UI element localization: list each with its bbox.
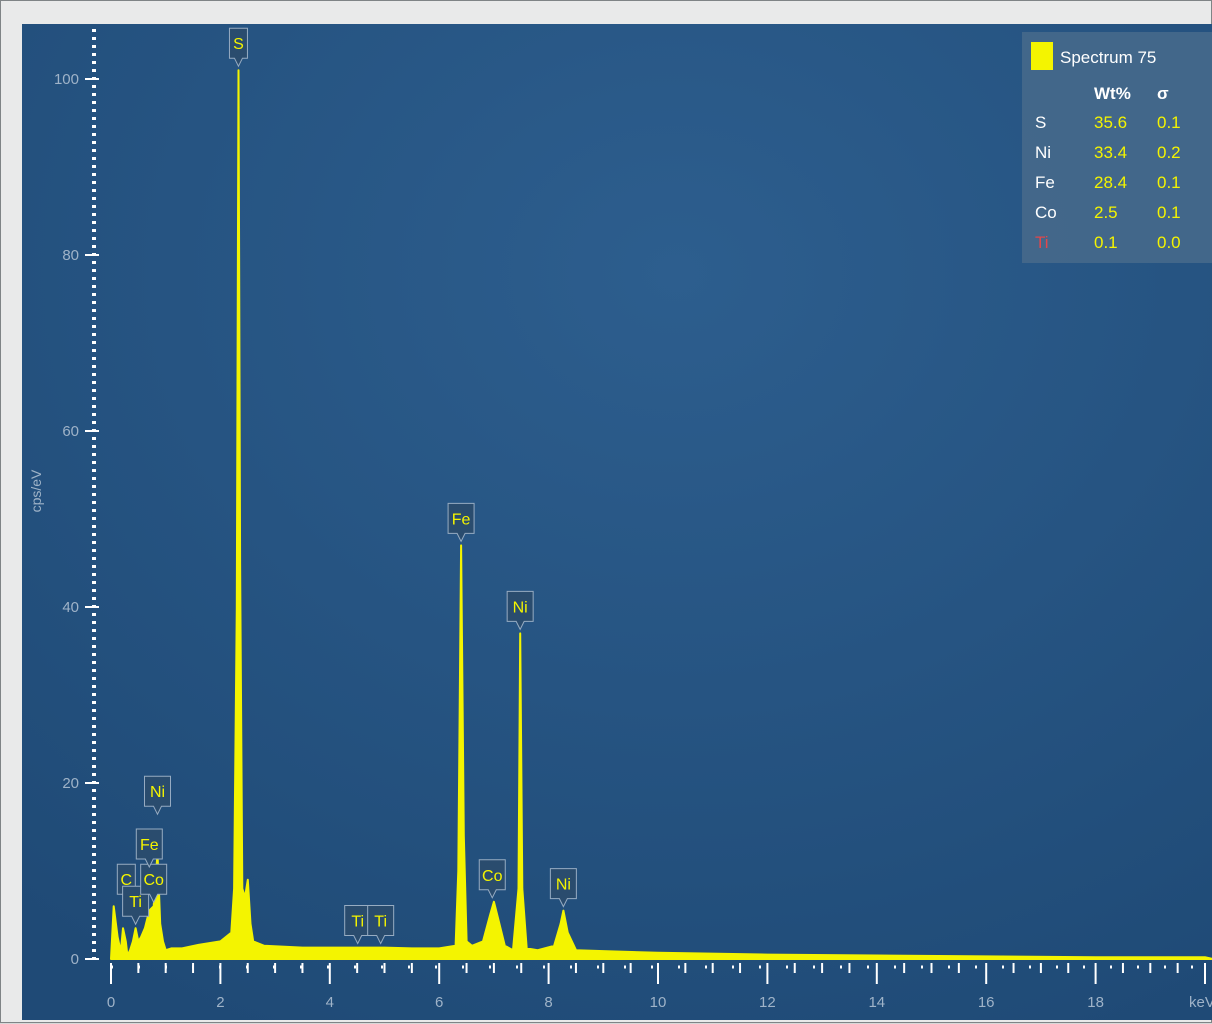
peak-label-text: Fe xyxy=(140,837,159,854)
legend-col-wt: Wt% xyxy=(1094,84,1131,103)
legend-row-sigma: 0.1 xyxy=(1157,173,1181,192)
legend-col-sigma: σ xyxy=(1157,84,1169,103)
x-tick-label: 8 xyxy=(544,994,552,1011)
legend-row-element: Ni xyxy=(1035,143,1051,162)
legend-spectrum-name: Spectrum 75 xyxy=(1060,48,1156,67)
legend-row-wt: 28.4 xyxy=(1094,173,1127,192)
x-axis-label: keV xyxy=(1189,994,1212,1011)
peak-label-text: Fe xyxy=(452,511,471,528)
legend-row-wt: 33.4 xyxy=(1094,143,1127,162)
y-tick-label: 100 xyxy=(54,71,79,88)
peak-label-text: Co xyxy=(143,872,164,889)
x-tick-label: 16 xyxy=(978,994,995,1011)
legend-row-wt: 2.5 xyxy=(1094,203,1118,222)
peak-label-text: Co xyxy=(482,868,503,885)
legend-row-sigma: 0.2 xyxy=(1157,143,1181,162)
legend-row-wt: 0.1 xyxy=(1094,233,1118,252)
legend-swatch xyxy=(1031,42,1053,70)
peak-label-text: Ti xyxy=(129,894,142,911)
legend-row-sigma: 0.0 xyxy=(1157,233,1181,252)
legend-row-sigma: 0.1 xyxy=(1157,113,1181,132)
y-tick-label: 60 xyxy=(62,423,79,440)
peak-label-text: Ni xyxy=(556,877,571,894)
y-tick-label: 80 xyxy=(62,247,79,264)
x-tick-label: 2 xyxy=(216,994,224,1011)
y-tick-label: 20 xyxy=(62,775,79,792)
peak-label-text: Ti xyxy=(374,914,387,931)
y-axis-label: cps/eV xyxy=(28,469,44,512)
legend-row-element: S xyxy=(1035,113,1046,132)
x-tick-label: 10 xyxy=(650,994,667,1011)
peak-label-text: Ni xyxy=(150,784,165,801)
peak-label-text: Ti xyxy=(351,914,364,931)
y-tick-label: 40 xyxy=(62,599,79,616)
legend-row-sigma: 0.1 xyxy=(1157,203,1181,222)
legend: Spectrum 75 Wt% σ S 35.6 0.1 Ni 33.4 0.2 Fe 28.… xyxy=(1022,32,1212,263)
legend-row-element: Co xyxy=(1035,203,1057,222)
x-tick-label: 0 xyxy=(107,994,115,1011)
x-tick-label: 18 xyxy=(1087,994,1104,1011)
peak-label-text: Ni xyxy=(513,599,528,616)
legend-row-element: Ti xyxy=(1035,233,1049,252)
y-tick-label: 0 xyxy=(71,951,79,968)
x-tick-label: 4 xyxy=(326,994,334,1011)
x-tick-label: 6 xyxy=(435,994,443,1011)
x-tick-label: 12 xyxy=(759,994,776,1011)
x-tick-label: 14 xyxy=(868,994,885,1011)
peak-label-text: S xyxy=(233,36,244,53)
legend-row-element: Fe xyxy=(1035,173,1055,192)
legend-row-wt: 35.6 xyxy=(1094,113,1127,132)
